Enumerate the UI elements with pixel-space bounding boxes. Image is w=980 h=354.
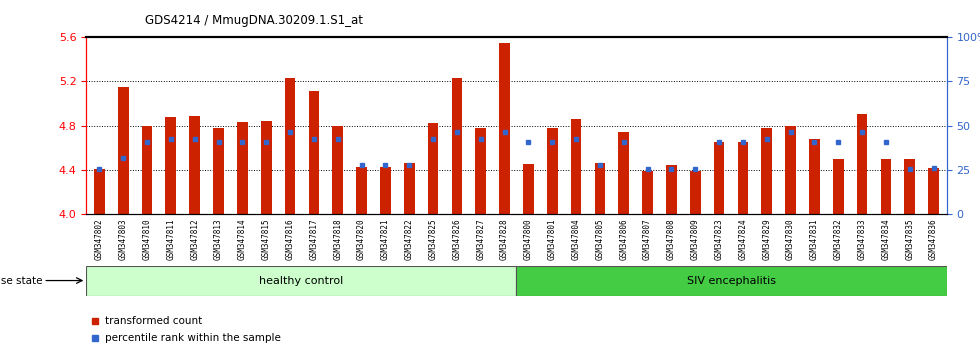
Bar — [833, 159, 844, 214]
Text: transformed count: transformed count — [105, 316, 203, 326]
Text: GSM347826: GSM347826 — [453, 218, 462, 260]
Bar — [928, 168, 939, 214]
Bar — [380, 167, 391, 214]
Bar — [475, 128, 486, 214]
Text: GSM347800: GSM347800 — [524, 218, 533, 260]
Bar — [237, 122, 248, 214]
Text: GSM347801: GSM347801 — [548, 218, 557, 260]
Text: GSM347812: GSM347812 — [190, 218, 199, 260]
Bar — [499, 43, 510, 214]
Text: GSM347831: GSM347831 — [809, 218, 819, 260]
Text: GSM347835: GSM347835 — [906, 218, 914, 260]
Text: GSM347814: GSM347814 — [238, 218, 247, 260]
Text: GSM347816: GSM347816 — [285, 218, 295, 260]
Text: healthy control: healthy control — [260, 275, 343, 286]
Bar — [690, 171, 701, 214]
Bar — [570, 119, 581, 214]
Bar — [809, 139, 819, 214]
Bar — [118, 87, 128, 214]
Bar — [452, 78, 463, 214]
Text: GSM347828: GSM347828 — [500, 218, 509, 260]
Text: GSM347817: GSM347817 — [310, 218, 318, 260]
Text: GSM347802: GSM347802 — [95, 218, 104, 260]
Bar — [761, 128, 772, 214]
Bar — [86, 266, 516, 296]
Bar — [905, 159, 915, 214]
Bar — [713, 142, 724, 214]
Text: GSM347829: GSM347829 — [762, 218, 771, 260]
Text: GSM347809: GSM347809 — [691, 218, 700, 260]
Bar — [523, 164, 534, 214]
Text: GSM347818: GSM347818 — [333, 218, 342, 260]
Text: GSM347823: GSM347823 — [714, 218, 723, 260]
Bar — [94, 169, 105, 214]
Text: GSM347833: GSM347833 — [858, 218, 866, 260]
Bar — [857, 114, 867, 214]
Bar — [618, 132, 629, 214]
Bar — [166, 117, 176, 214]
Bar — [189, 116, 200, 214]
Text: GSM347807: GSM347807 — [643, 218, 652, 260]
Bar — [142, 126, 152, 214]
Bar — [356, 167, 367, 214]
Bar — [332, 126, 343, 214]
Text: GSM347804: GSM347804 — [571, 218, 580, 260]
Bar — [785, 126, 796, 214]
Text: GSM347805: GSM347805 — [596, 218, 605, 260]
Text: SIV encephalitis: SIV encephalitis — [687, 275, 776, 286]
Text: GSM347813: GSM347813 — [214, 218, 223, 260]
Text: GSM347830: GSM347830 — [786, 218, 795, 260]
Bar — [642, 171, 653, 214]
Text: GSM347820: GSM347820 — [357, 218, 367, 260]
Bar — [516, 266, 947, 296]
Text: GSM347808: GSM347808 — [666, 218, 676, 260]
Text: GSM347810: GSM347810 — [142, 218, 152, 260]
Bar — [547, 128, 558, 214]
Bar — [261, 121, 271, 214]
Text: GSM347827: GSM347827 — [476, 218, 485, 260]
Text: GSM347824: GSM347824 — [738, 218, 748, 260]
Bar — [309, 91, 319, 214]
Text: GSM347822: GSM347822 — [405, 218, 414, 260]
Text: GSM347806: GSM347806 — [619, 218, 628, 260]
Bar — [214, 128, 223, 214]
Text: GSM347836: GSM347836 — [929, 218, 938, 260]
Bar — [595, 163, 606, 214]
Text: percentile rank within the sample: percentile rank within the sample — [105, 333, 281, 343]
Text: GSM347815: GSM347815 — [262, 218, 270, 260]
Text: disease state: disease state — [0, 275, 42, 286]
Bar — [666, 165, 677, 214]
Text: GSM347834: GSM347834 — [881, 218, 891, 260]
Bar — [738, 142, 749, 214]
Text: GSM347832: GSM347832 — [834, 218, 843, 260]
Bar — [881, 159, 891, 214]
Text: GSM347825: GSM347825 — [428, 218, 437, 260]
Text: GSM347811: GSM347811 — [167, 218, 175, 260]
Bar — [284, 78, 295, 214]
Bar — [427, 124, 438, 214]
Text: GDS4214 / MmugDNA.30209.1.S1_at: GDS4214 / MmugDNA.30209.1.S1_at — [145, 14, 363, 27]
Text: GSM347821: GSM347821 — [381, 218, 390, 260]
Text: GSM347803: GSM347803 — [119, 218, 127, 260]
Bar — [404, 163, 415, 214]
